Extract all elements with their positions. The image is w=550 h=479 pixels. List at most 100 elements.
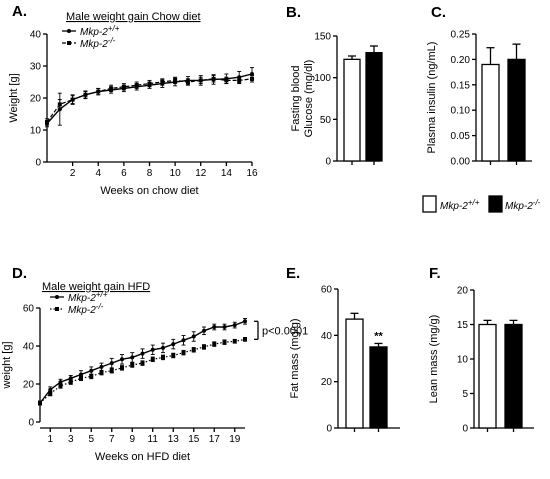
x-tick-label: 16: [246, 168, 258, 179]
data-point: [191, 347, 196, 352]
data-point: [160, 80, 165, 84]
data-point: [134, 83, 139, 88]
legend-marker: [55, 307, 59, 311]
p-value-annotation: p<0.0001: [262, 325, 308, 337]
y-axis-label: Fat mass (mg/g): [289, 318, 301, 398]
panel-label: B.: [286, 4, 301, 21]
x-tick-label: 3: [68, 434, 74, 445]
y-tick-label: 20: [30, 94, 42, 105]
data-point: [48, 391, 53, 396]
bar-ko: [369, 346, 388, 429]
data-point: [89, 368, 94, 373]
y-tick-label: 10: [457, 355, 469, 366]
x-tick-label: 17: [209, 434, 221, 445]
y-tick-label: 0.20: [451, 55, 471, 66]
bar-wt: [345, 318, 364, 429]
data-point: [250, 76, 254, 81]
data-point: [171, 342, 176, 347]
y-tick-label: 0.25: [451, 30, 471, 41]
data-point: [250, 72, 254, 76]
data-point: [140, 361, 145, 366]
data-point: [185, 80, 190, 84]
legend-label: Mkp-2+/+: [68, 290, 108, 304]
y-tick-label: 40: [321, 331, 333, 342]
data-point: [147, 81, 152, 86]
data-point: [198, 78, 203, 83]
data-point: [232, 339, 237, 344]
y-tick-label: 0: [462, 424, 468, 435]
x-axis-label: Weeks on chow diet: [100, 185, 198, 197]
y-tick-label: 5: [462, 389, 468, 400]
y-tick-label: 100: [314, 73, 331, 84]
y-tick-label: 60: [23, 304, 35, 315]
y-tick-label: 15: [457, 320, 469, 331]
data-point: [222, 325, 227, 329]
data-point: [130, 363, 135, 367]
x-tick-label: 13: [168, 434, 180, 445]
data-point: [224, 78, 229, 83]
panel-title: Male weight gain HFD: [42, 281, 150, 293]
y-tick-label: 10: [30, 126, 42, 137]
data-point: [58, 383, 63, 388]
data-point: [212, 342, 217, 347]
y-tick-label: 20: [23, 380, 35, 391]
x-tick-label: 8: [147, 168, 153, 179]
data-point: [68, 380, 73, 385]
data-point: [243, 319, 247, 324]
data-point: [45, 120, 49, 124]
data-point: [243, 337, 247, 342]
y-tick-label: 150: [314, 32, 331, 43]
y-axis-label: Fasting blood: [290, 65, 302, 131]
bar-ko: [504, 323, 523, 429]
data-point: [68, 376, 73, 381]
x-tick-label: 7: [109, 434, 115, 445]
x-tick-label: 5: [88, 434, 94, 445]
x-tick-label: 4: [95, 168, 101, 179]
data-point: [150, 347, 155, 352]
data-point: [99, 370, 104, 375]
data-point: [191, 334, 196, 339]
data-point: [58, 380, 63, 385]
data-point: [99, 364, 104, 369]
data-point: [161, 345, 165, 350]
y-tick-label: 40: [30, 30, 42, 41]
data-point: [232, 323, 237, 328]
data-point: [83, 92, 88, 97]
y-axis-label: Lean mass (mg/g): [428, 315, 440, 404]
data-point: [181, 350, 186, 355]
bar-wt: [478, 323, 497, 429]
data-point: [181, 338, 186, 343]
data-point: [109, 368, 114, 373]
data-point: [222, 340, 227, 345]
legend-marker: [67, 29, 71, 33]
y-axis-label: Plasma insulin (ng/mL): [426, 42, 438, 154]
panel-label: C.: [431, 4, 446, 21]
x-tick-label: 10: [170, 168, 182, 179]
data-point: [211, 76, 216, 81]
y-tick-label: 0.00: [451, 157, 471, 168]
data-point: [130, 355, 135, 360]
x-tick-label: 19: [229, 434, 241, 445]
data-point: [140, 351, 145, 356]
data-point: [173, 78, 178, 83]
legend-label-ko: Mkp-2-/-: [505, 198, 541, 212]
y-tick-label: 60: [321, 285, 333, 296]
x-tick-label: 2: [70, 168, 76, 179]
bar-wt: [481, 63, 500, 162]
data-point: [202, 344, 206, 349]
x-tick-label: 1: [47, 434, 53, 445]
legend-marker: [67, 41, 71, 45]
x-tick-label: 14: [221, 168, 233, 179]
data-point: [120, 357, 124, 362]
data-point: [57, 102, 62, 107]
data-point: [38, 401, 42, 405]
y-tick-label: 0.15: [451, 80, 471, 91]
y-axis-label: weight [g]: [1, 341, 13, 389]
y-tick-label: 30: [30, 62, 42, 73]
y-tick-label: 50: [320, 115, 332, 126]
x-tick-label: 15: [188, 434, 200, 445]
panel-label: F.: [429, 265, 441, 282]
bar-ko: [507, 58, 526, 162]
bar-ko: [365, 52, 383, 162]
